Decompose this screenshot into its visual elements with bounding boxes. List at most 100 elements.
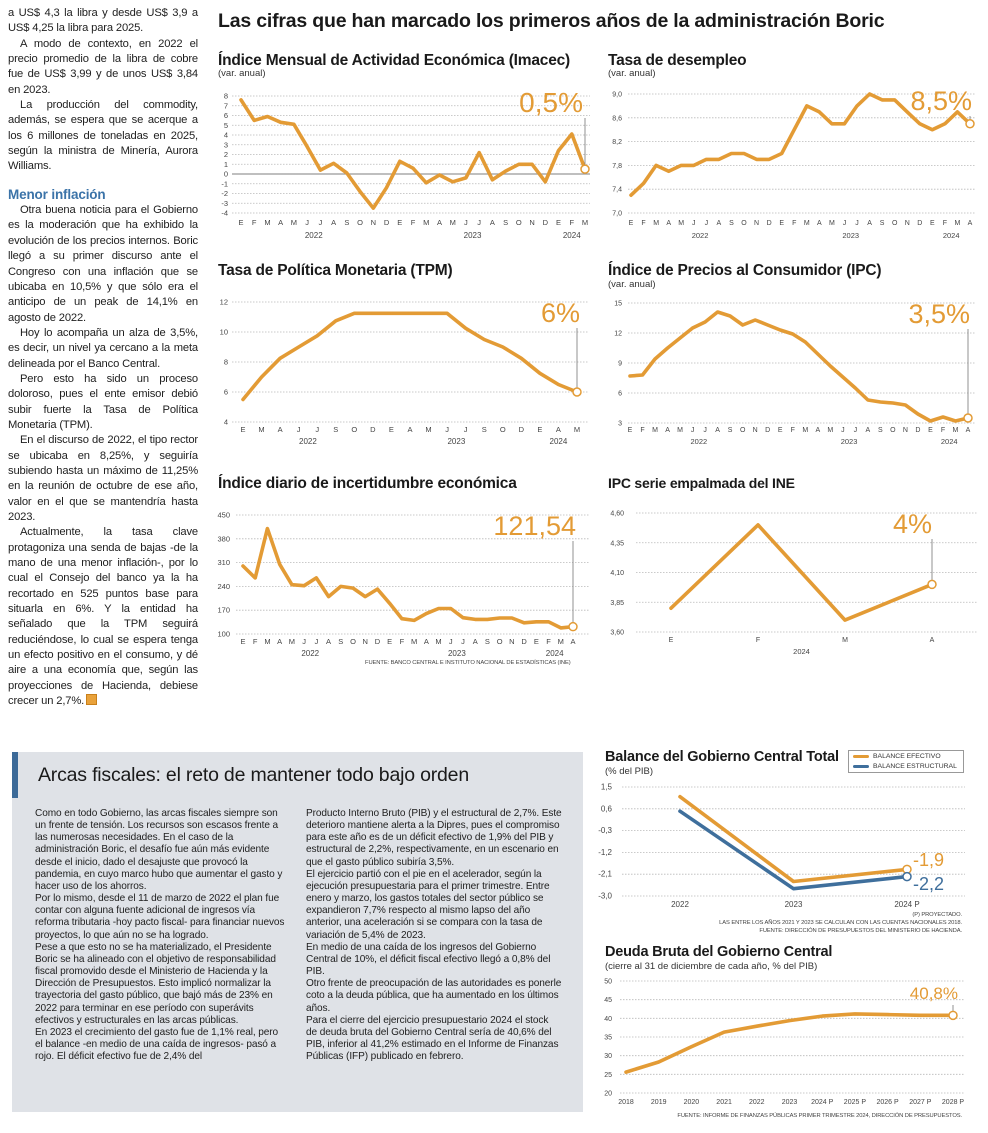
data-point (951, 1013, 955, 1017)
x-tick-label: F (941, 427, 945, 434)
y-tick-label: 7,8 (612, 163, 622, 170)
x-tick-label: E (397, 218, 402, 227)
x-tick-label: A (665, 427, 670, 434)
fiscal-paragraph: Producto Interno Bruto (PIB) y el estruc… (306, 808, 562, 868)
x-tick-label: E (628, 427, 633, 434)
y-tick-label: 4,10 (610, 570, 624, 577)
x-tick-label: E (928, 427, 933, 434)
year-label: 2022 (299, 437, 317, 446)
x-tick-label: J (705, 220, 709, 227)
x-tick-label: M (802, 427, 808, 434)
data-point (376, 587, 379, 591)
ipc_ine-chart: 4,60 4,35 4,10 3,85 3,60 E F M A 2024 4% (610, 509, 978, 656)
data-point (904, 403, 907, 407)
data-point (477, 151, 481, 154)
x-tick-label: O (497, 637, 503, 646)
balance-subtitle: (% del PIB) (605, 766, 654, 777)
data-point (461, 616, 465, 620)
data-point (756, 523, 760, 527)
data-point (464, 326, 468, 330)
fiscal-title: Arcas fiscales: el reto de mantener todo… (38, 764, 469, 786)
data-point (575, 390, 579, 394)
year-label: 2024 (546, 649, 564, 658)
data-point (530, 162, 534, 166)
x-tick-label: A (570, 637, 575, 646)
data-point (941, 415, 945, 419)
x-tick-label: 2027 P (909, 1099, 932, 1106)
y-tick-label: 8,2 (612, 139, 622, 146)
fiscal-column-2: Producto Interno Bruto (PIB) y el estruc… (306, 808, 562, 1063)
year-label: 2024 (943, 231, 960, 240)
x-tick-label: O (740, 427, 746, 434)
economy-source: FUENTE: BANCO CENTRAL E INSTITUTO NACION… (365, 660, 571, 666)
y-tick-label: 170 (217, 606, 230, 615)
data-point (557, 383, 560, 386)
x-tick-label: D (765, 427, 770, 434)
data-point (717, 158, 721, 161)
y-tick-label: -2 (221, 189, 228, 198)
x-tick-label: 2028 P (942, 1099, 965, 1106)
year-label: 2024 (550, 437, 568, 446)
y-tick-label: 100 (217, 630, 230, 639)
x-tick-label: D (543, 218, 549, 227)
x-tick-label: M (291, 218, 297, 227)
x-tick-label: S (482, 425, 487, 434)
ipc-title: Índice de Precios al Consumidor (IPC) (608, 262, 882, 279)
deuda-series-line (624, 1012, 955, 1074)
data-point (424, 181, 428, 185)
fiscal-paragraph: Por lo mismo, desde el 11 de marzo de 20… (35, 893, 285, 941)
x-tick-label: F (792, 220, 796, 227)
x-tick-label: A (407, 425, 412, 434)
y-tick-label: 9,0 (612, 92, 622, 99)
end-point-marker (963, 413, 973, 423)
x-tick-label: J (319, 218, 323, 227)
ipc_ine-series-line (669, 523, 934, 622)
x-tick-label: M (574, 425, 580, 434)
x-tick-label: J (854, 427, 858, 434)
data-point (486, 617, 489, 621)
x-tick-label: M (264, 637, 270, 646)
x-tick-label: M (955, 220, 961, 227)
x-tick-label: J (477, 218, 481, 227)
fiscal-paragraph: En medio de una caída de los ingresos de… (306, 941, 551, 978)
ipc-subtitle: (var. anual) (608, 279, 656, 290)
x-tick-label: F (546, 637, 551, 646)
data-point (916, 412, 920, 416)
data-point (930, 128, 934, 132)
data-point (878, 400, 882, 404)
data-point (692, 164, 696, 167)
article-paragraph: Actualmente, la tasa clave protagoniza u… (8, 525, 198, 709)
callout-value: 40,8% (910, 984, 958, 1003)
data-point (792, 880, 795, 883)
fiscal-section-box (12, 752, 583, 1112)
data-point (252, 118, 256, 122)
data-point (411, 166, 415, 170)
y-tick-label: 10 (220, 328, 228, 337)
x-tick-label: 2021 (716, 1099, 732, 1106)
year-label: 2023 (464, 231, 482, 240)
y-tick-label: 6 (618, 391, 622, 398)
data-point (830, 122, 834, 126)
y-tick-label: -4 (221, 209, 228, 218)
year-label: 2023 (448, 649, 466, 658)
x-tick-label: N (509, 637, 514, 646)
data-point (629, 193, 633, 197)
y-tick-label: 7 (224, 101, 228, 110)
tpm-title: Tasa de Política Monetaria (TPM) (218, 262, 453, 279)
x-tick-label: S (344, 218, 349, 227)
data-point (315, 334, 319, 338)
year-label: 2022 (692, 231, 709, 240)
data-point (351, 586, 355, 590)
x-tick-label: J (843, 220, 847, 227)
data-point (853, 1012, 857, 1016)
data-point (742, 152, 746, 155)
article-left-column: a US$ 4,3 la libra y desde US$ 3,9 a US$… (8, 6, 198, 709)
x-tick-label: 2023 (782, 1099, 798, 1106)
balance-efectivo-series-line (678, 794, 909, 884)
data-point (678, 809, 682, 813)
x-tick-label: A (278, 425, 283, 434)
callout-value: 8,5% (910, 86, 972, 116)
data-point (929, 419, 932, 423)
x-tick-label: S (338, 637, 343, 646)
